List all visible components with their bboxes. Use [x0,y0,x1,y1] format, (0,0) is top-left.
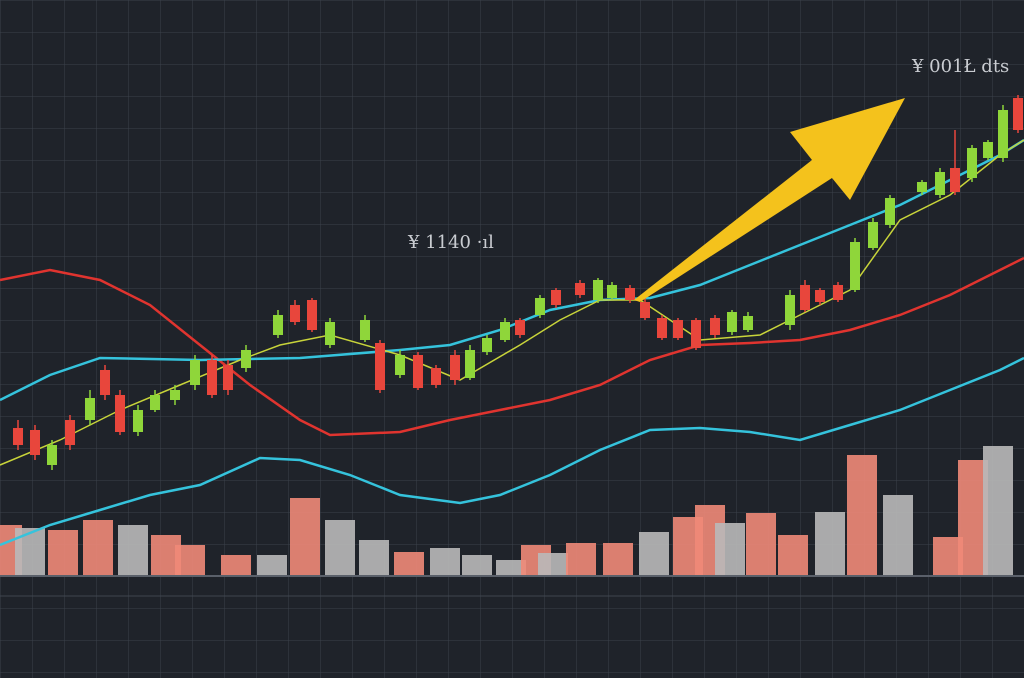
price-label: ¥ 1140 ·ıl [407,232,494,253]
candle-body [950,168,960,192]
volume-bar [603,543,633,575]
volume-bar [496,560,526,575]
volume-bar [847,455,877,575]
volume-bar [815,512,845,575]
candle-body [30,430,40,455]
candle-body [691,320,701,348]
ma-line [0,356,1024,547]
volume-bar [715,523,745,575]
ma-line [0,256,1024,437]
candle-body [515,320,525,335]
candle-body [115,395,125,432]
volume-bar [118,525,148,575]
candle-body [325,322,335,345]
candle-body [885,198,895,225]
candle-body [935,172,945,195]
candle-body [241,350,251,368]
candle-body [710,318,720,335]
candle-body [640,302,650,318]
candle-body [395,355,405,375]
volume-bar [257,555,287,575]
volume-bar [430,548,460,575]
candle-body [65,420,75,445]
candle-body [290,305,300,322]
volume-bar [778,535,808,575]
candle-body [998,110,1008,158]
candle-body [465,350,475,378]
volume-bar [462,555,492,575]
candle-body [743,316,753,330]
candle-body [450,355,460,380]
candle-body [983,142,993,158]
candle-body [833,285,843,300]
candle-body [575,283,585,295]
candle-body [850,242,860,290]
candle-body [85,398,95,420]
candle-body [375,343,385,390]
candle-body [133,410,143,432]
candle-body [727,312,737,332]
candle-body [673,320,683,338]
volume-bar [15,528,45,575]
volume-bar [746,513,776,575]
candle-body [800,285,810,310]
candle-body [273,315,283,335]
candle-body [431,368,441,385]
candle-body [413,355,423,388]
trend-arrow [634,98,905,302]
volume-bar [48,530,78,575]
candle-body [307,300,317,330]
candle-body [657,318,667,338]
volume-bar [290,498,320,575]
volume-bar [883,495,913,575]
candle-body [868,222,878,248]
candle-body [482,338,492,352]
candle-body [551,290,561,305]
volume-bar [566,543,596,575]
candle-body [625,288,635,300]
candle-body [917,182,927,192]
candle-body [785,295,795,325]
volume-bar [325,520,355,575]
candle-body [607,285,617,298]
candle-body [593,280,603,300]
candle-body [815,290,825,302]
candle-body [500,322,510,340]
volume-bar [83,520,113,575]
volume-bar [394,552,424,575]
candle-body [535,298,545,315]
volume-bar [639,532,669,575]
candle-body [13,428,23,445]
candle-body [207,360,217,395]
volume-bar [983,446,1013,575]
candle-body [100,370,110,395]
candle-body [150,395,160,410]
volume-bar [538,553,568,575]
candle-body [223,365,233,390]
candle-body [360,320,370,340]
volume-bar [221,555,251,575]
volume-bar [359,540,389,575]
candle-body [47,445,57,465]
volume-bar [175,545,205,575]
candle-body [190,360,200,385]
candle-body [170,390,180,400]
price-label: ¥ 001Ł dts [911,56,1009,77]
candle-body [1013,98,1023,130]
candle-body [967,148,977,178]
